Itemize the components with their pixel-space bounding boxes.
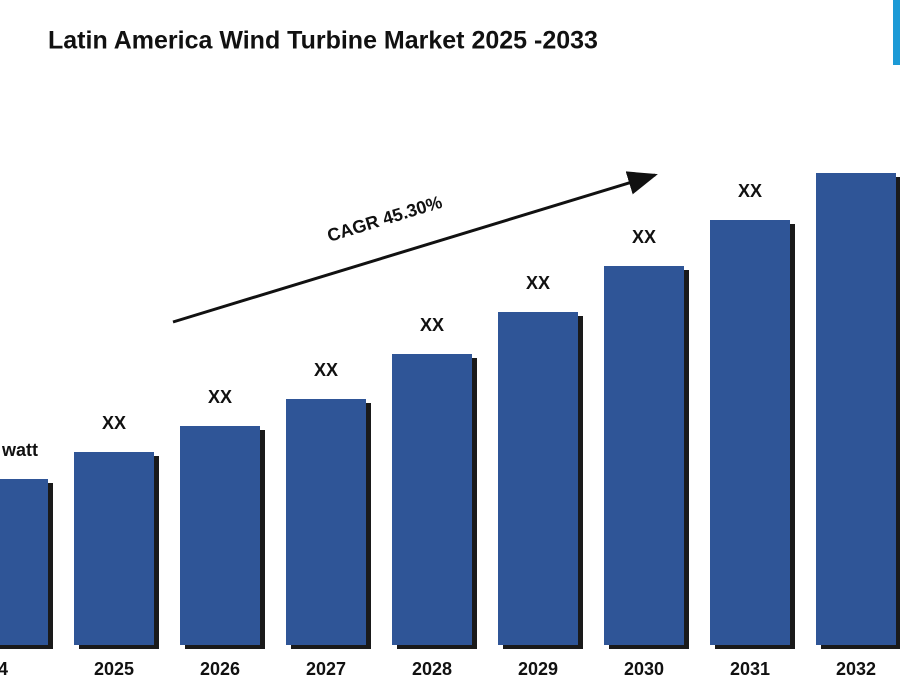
x-tick-label: 2025 xyxy=(94,659,134,679)
data-label: XX xyxy=(420,315,444,335)
trend-arrow xyxy=(172,171,658,324)
bar xyxy=(74,452,154,645)
bar xyxy=(180,426,260,645)
cagr-annotation: CAGR 45.30% xyxy=(325,192,445,246)
data-label: XX xyxy=(314,360,338,380)
data-label: XX xyxy=(526,273,550,293)
x-tick-label: 2029 xyxy=(518,659,558,679)
bar xyxy=(604,266,684,645)
data-label: XX xyxy=(102,413,126,433)
bar xyxy=(0,479,48,645)
bar xyxy=(816,173,896,645)
chart-title: Latin America Wind Turbine Market 2025 -… xyxy=(48,27,598,55)
x-tick-label: 2031 xyxy=(730,659,770,679)
x-tick-label: 2026 xyxy=(200,659,240,679)
x-tick-label: 2024 xyxy=(0,659,8,679)
x-tick-label: 2030 xyxy=(624,659,664,679)
data-label: XX xyxy=(208,387,232,407)
bar xyxy=(710,220,790,645)
bar xyxy=(286,399,366,645)
bar xyxy=(498,312,578,645)
x-tick-label: 2028 xyxy=(412,659,452,679)
logo-fragment xyxy=(893,0,900,65)
data-label: watt xyxy=(1,440,38,460)
x-tick-label: 2027 xyxy=(306,659,346,679)
x-tick-label: 2032 xyxy=(836,659,876,679)
data-label: XX xyxy=(738,181,762,201)
data-label: XX xyxy=(632,227,656,247)
bar xyxy=(392,354,472,645)
